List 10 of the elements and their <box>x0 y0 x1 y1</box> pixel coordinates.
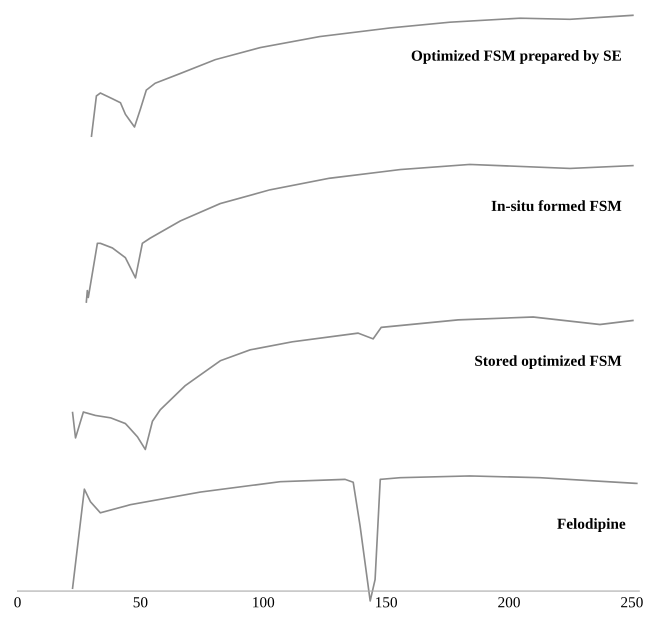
text: Stored optimized FSM <box>475 355 622 370</box>
x-tick-label: 50 <box>134 597 148 608</box>
text: In-situ formed FSM <box>492 200 622 212</box>
series-label: Optimized FSM prepared by SE <box>412 50 621 64</box>
text: Felodipine <box>557 518 626 532</box>
x-tick-label: 0 <box>14 597 21 608</box>
x-tick-label: 100 <box>253 597 274 608</box>
x-tick-label: 150 <box>376 597 398 608</box>
x-tick-label: 200 <box>498 597 520 608</box>
x-tick-label: 250 <box>621 597 643 608</box>
